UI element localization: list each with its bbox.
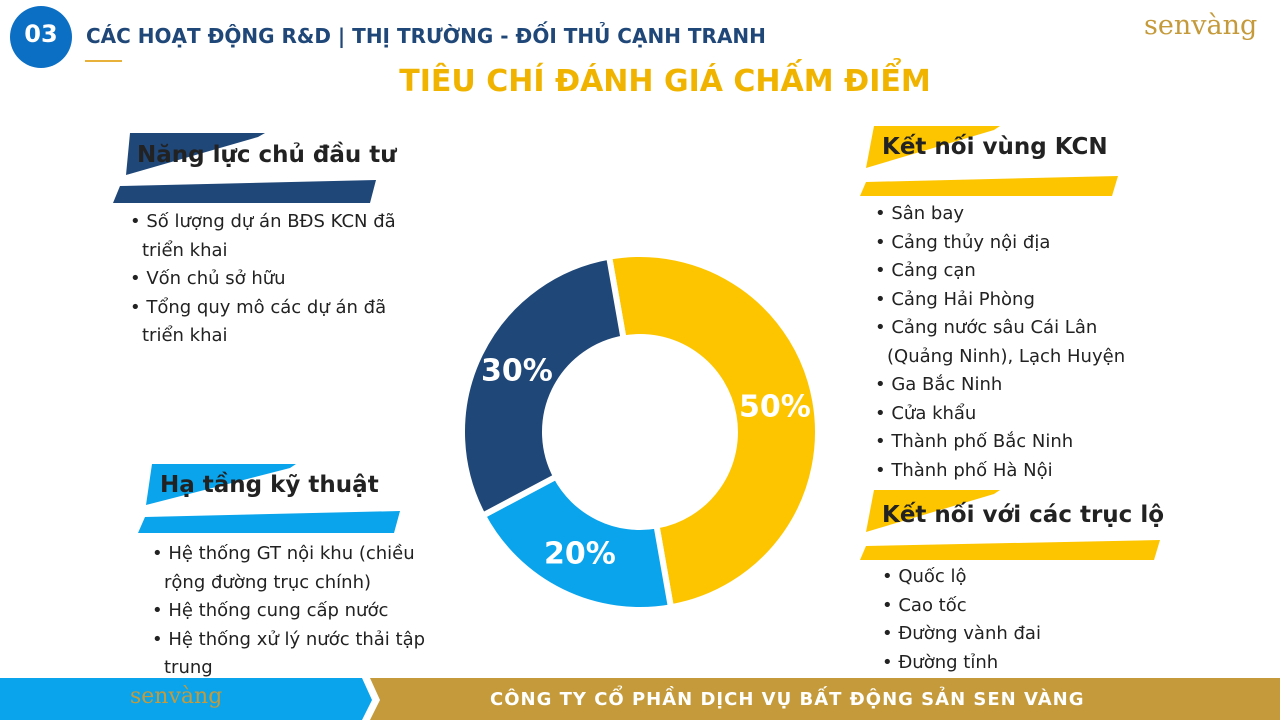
footer-right (370, 678, 1280, 720)
section-number: 03 (24, 20, 58, 48)
bullet-list: Hệ thống GT nội khu (chiều rộng đường tr… (152, 540, 452, 683)
footer-left (0, 678, 372, 720)
bullet-item: Sân bay (875, 200, 1160, 229)
bullet-item: Tổng quy mô các dự án đã triển khai (130, 294, 430, 351)
bullet-item: Cảng Hải Phòng (875, 286, 1160, 315)
donut-segment (478, 472, 675, 613)
bullet-item: Cửa khẩu (875, 400, 1160, 429)
section-heading: Kết nối với các trục lộ (882, 502, 1165, 528)
bullet-item: Quốc lộ (882, 563, 1172, 592)
section-heading: Hạ tầng kỹ thuật (160, 472, 379, 498)
bullet-list: Số lượng dự án BĐS KCN đã triển khaiVốn … (130, 208, 430, 351)
bar (113, 180, 376, 203)
footer-company: CÔNG TY CỔ PHẦN DỊCH VỤ BẤT ĐỘNG SẢN SEN… (490, 689, 1085, 710)
bullet-item: Hệ thống GT nội khu (chiều rộng đường tr… (152, 540, 452, 597)
bullet-item: Cảng cạn (875, 257, 1160, 286)
section-heading: Kết nối vùng KCN (882, 134, 1108, 160)
bullet-item: Cao tốc (882, 592, 1172, 621)
bullet-item: Đường tỉnh (882, 649, 1172, 678)
bar (860, 540, 1160, 560)
section: Kết nối với các trục lộQuốc lộCao tốcĐườ… (882, 502, 1165, 673)
badge (10, 6, 72, 68)
section: Kết nối vùng KCNSân bayCảng thủy nội địa… (882, 134, 1125, 481)
accent (866, 126, 1000, 168)
bullet-item: Số lượng dự án BĐS KCN đã triển khai (130, 208, 430, 265)
donut-chart: 50% 20% 30% (459, 251, 821, 613)
bar (138, 511, 400, 533)
bullet-item: Đường vành đai (882, 620, 1172, 649)
value-label: 50% (739, 390, 811, 425)
bullet-item: Vốn chủ sở hữu (130, 265, 430, 294)
section-heading: Năng lực chủ đầu tư (137, 142, 397, 168)
footer-logo: senvàng (130, 684, 223, 709)
section: Hạ tầng kỹ thuậtHệ thống GT nội khu (chi… (160, 472, 425, 678)
bullet-item: Cảng nước sâu Cái Lân (Quảng Ninh), Lạch… (875, 314, 1160, 371)
bullet-item: Ga Bắc Ninh (875, 371, 1160, 400)
header-title: CÁC HOẠT ĐỘNG R&D | THỊ TRƯỜNG - ĐỐI THỦ… (86, 24, 766, 48)
section: Năng lực chủ đầu tưSố lượng dự án BĐS KC… (137, 142, 397, 346)
bullet-item: Hệ thống xử lý nước thải tập trung (152, 626, 452, 683)
bar (860, 176, 1118, 196)
bullet-list: Quốc lộCao tốcĐường vành đaiĐường tỉnh (882, 563, 1172, 677)
donut-segment (605, 251, 821, 611)
donut-segment (459, 253, 627, 520)
bullet-item: Thành phố Hà Nội (875, 457, 1160, 486)
accent (126, 133, 265, 175)
bullet-list: Sân bayCảng thủy nội địaCảng cạnCảng Hải… (875, 200, 1160, 485)
value-label: 30% (481, 353, 553, 388)
logo: senvàng (1144, 10, 1258, 41)
bullet-item: Thành phố Bắc Ninh (875, 428, 1160, 457)
accent (866, 490, 1000, 532)
bullet-item: Cảng thủy nội địa (875, 229, 1160, 258)
value-label: 20% (544, 537, 616, 572)
accent (146, 464, 296, 505)
bullet-item: Hệ thống cung cấp nước (152, 597, 452, 626)
slide-title: TIÊU CHÍ ĐÁNH GIÁ CHẤM ĐIỂM (399, 64, 931, 99)
